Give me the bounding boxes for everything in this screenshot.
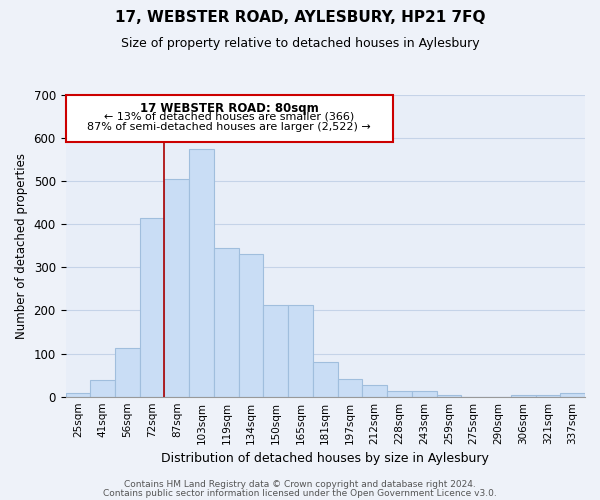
Bar — [560, 393, 585, 396]
Bar — [387, 391, 412, 396]
Bar — [288, 306, 313, 396]
Text: Contains public sector information licensed under the Open Government Licence v3: Contains public sector information licen… — [103, 489, 497, 498]
X-axis label: Distribution of detached houses by size in Aylesbury: Distribution of detached houses by size … — [161, 452, 489, 465]
Bar — [338, 380, 362, 396]
Text: 17, WEBSTER ROAD, AYLESBURY, HP21 7FQ: 17, WEBSTER ROAD, AYLESBURY, HP21 7FQ — [115, 10, 485, 25]
Bar — [65, 393, 90, 396]
Bar — [437, 394, 461, 396]
Bar — [90, 380, 115, 396]
Text: Contains HM Land Registry data © Crown copyright and database right 2024.: Contains HM Land Registry data © Crown c… — [124, 480, 476, 489]
Text: ← 13% of detached houses are smaller (366): ← 13% of detached houses are smaller (36… — [104, 112, 354, 122]
Bar — [140, 218, 164, 396]
Bar — [189, 149, 214, 396]
Bar — [412, 391, 437, 396]
Bar — [115, 348, 140, 397]
Y-axis label: Number of detached properties: Number of detached properties — [15, 153, 28, 339]
FancyBboxPatch shape — [65, 95, 393, 142]
Text: Size of property relative to detached houses in Aylesbury: Size of property relative to detached ho… — [121, 38, 479, 51]
Bar — [263, 305, 288, 396]
Bar — [164, 179, 189, 396]
Bar — [511, 394, 536, 396]
Text: 87% of semi-detached houses are larger (2,522) →: 87% of semi-detached houses are larger (… — [87, 122, 371, 132]
Bar — [536, 394, 560, 396]
Bar — [239, 254, 263, 396]
Bar — [362, 385, 387, 396]
Bar — [313, 362, 338, 396]
Bar — [214, 248, 239, 396]
Text: 17 WEBSTER ROAD: 80sqm: 17 WEBSTER ROAD: 80sqm — [140, 102, 319, 114]
